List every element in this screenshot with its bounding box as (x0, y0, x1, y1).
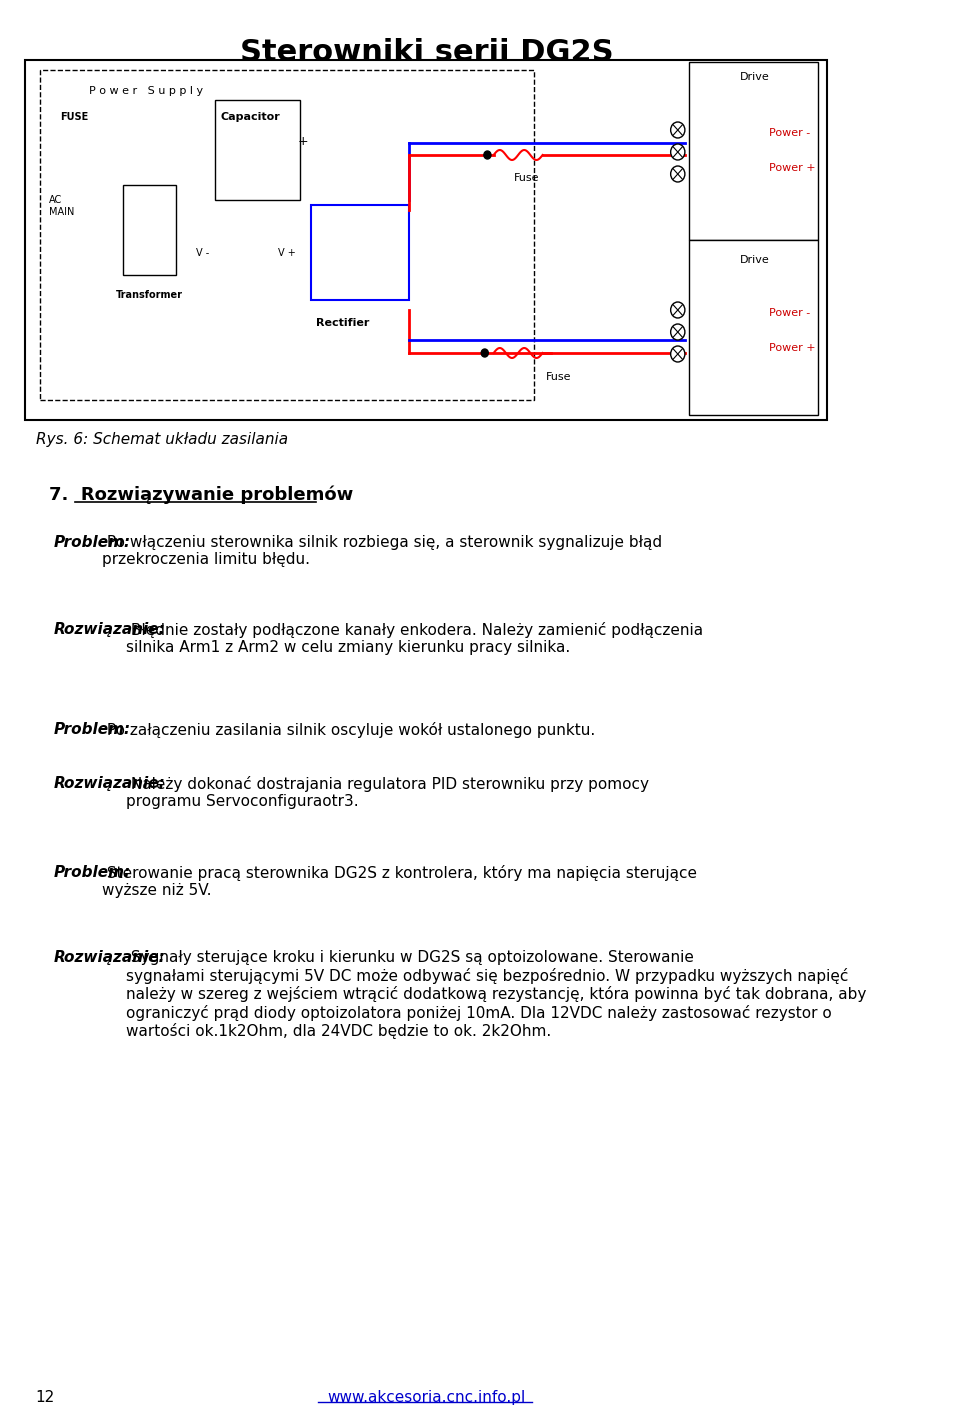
FancyBboxPatch shape (689, 63, 818, 240)
Text: P o w e r   S u p p l y: P o w e r S u p p l y (89, 87, 204, 97)
Text: Power -: Power - (769, 128, 810, 138)
Text: Drive: Drive (739, 254, 769, 264)
Text: FUSE: FUSE (60, 112, 88, 122)
FancyBboxPatch shape (40, 70, 534, 399)
Text: Po załączeniu zasilania silnik oscyluje wokół ustalonego punktu.: Po załączeniu zasilania silnik oscyluje … (102, 722, 595, 737)
Text: V -: V - (196, 249, 209, 259)
Text: Problem:: Problem: (54, 865, 131, 880)
Text: Sygnały sterujące kroku i kierunku w DG2S są optoizolowane. Sterowanie
sygnałami: Sygnały sterujące kroku i kierunku w DG2… (126, 951, 866, 1039)
Text: Rozwiązanie:: Rozwiązanie: (54, 951, 165, 965)
Text: www.akcesoria.cnc.info.pl: www.akcesoria.cnc.info.pl (327, 1390, 526, 1405)
Text: +: + (298, 135, 308, 148)
Text: 12: 12 (36, 1390, 55, 1405)
Text: Fuse: Fuse (546, 372, 571, 382)
Text: Sterowniki serii DG2S: Sterowniki serii DG2S (240, 38, 613, 67)
Text: 7.  Rozwiązywanie problemów: 7. Rozwiązywanie problemów (49, 485, 353, 503)
Text: Fuse: Fuse (514, 173, 540, 183)
Circle shape (481, 350, 489, 357)
Text: V +: V + (277, 249, 296, 259)
Text: Po włączeniu sterownika silnik rozbiega się, a sterownik sygnalizuje błąd
przekr: Po włączeniu sterownika silnik rozbiega … (102, 534, 661, 567)
Circle shape (484, 151, 491, 159)
Text: Rectifier: Rectifier (316, 318, 370, 328)
Text: Należy dokonać dostrajania regulatora PID sterowniku przy pomocy
programu Servoc: Należy dokonać dostrajania regulatora PI… (126, 776, 649, 810)
Text: Capacitor: Capacitor (221, 112, 280, 122)
Circle shape (671, 144, 684, 161)
Text: Transformer: Transformer (116, 290, 183, 300)
Text: Problem:: Problem: (54, 534, 131, 550)
Circle shape (671, 122, 684, 138)
FancyBboxPatch shape (123, 185, 176, 276)
Text: AC
MAIN: AC MAIN (49, 195, 74, 216)
Text: Błędnie zostały podłączone kanały enkodera. Należy zamienić podłączenia
silnika : Błędnie zostały podłączone kanały enkode… (126, 622, 703, 655)
Text: Sterowanie pracą sterownika DG2S z kontrolera, który ma napięcia sterujące
wyższ: Sterowanie pracą sterownika DG2S z kontr… (102, 865, 697, 898)
FancyBboxPatch shape (689, 240, 818, 415)
Text: Power +: Power + (769, 163, 816, 173)
Text: Rozwiązanie:: Rozwiązanie: (54, 622, 165, 637)
Circle shape (671, 345, 684, 362)
Text: Power +: Power + (769, 342, 816, 352)
FancyBboxPatch shape (215, 99, 300, 200)
Text: Drive: Drive (739, 72, 769, 82)
Circle shape (671, 324, 684, 340)
Text: Rozwiązanie:: Rozwiązanie: (54, 776, 165, 791)
FancyBboxPatch shape (25, 60, 828, 421)
Text: Power -: Power - (769, 308, 810, 318)
Text: Rys. 6: Schemat układu zasilania: Rys. 6: Schemat układu zasilania (36, 432, 288, 448)
FancyBboxPatch shape (311, 205, 409, 300)
Circle shape (671, 166, 684, 182)
Circle shape (671, 303, 684, 318)
Text: Problem:: Problem: (54, 722, 131, 737)
